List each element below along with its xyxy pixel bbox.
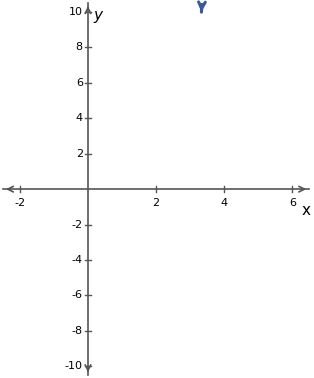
Text: 2: 2 bbox=[153, 198, 160, 208]
Text: -2: -2 bbox=[72, 220, 83, 229]
Text: -6: -6 bbox=[72, 290, 83, 301]
Text: -8: -8 bbox=[72, 326, 83, 336]
Text: 6: 6 bbox=[289, 198, 296, 208]
Text: 4: 4 bbox=[76, 113, 83, 123]
Text: y: y bbox=[93, 8, 102, 23]
Text: -4: -4 bbox=[72, 255, 83, 265]
Text: 4: 4 bbox=[221, 198, 228, 208]
Text: 2: 2 bbox=[76, 149, 83, 159]
Text: -10: -10 bbox=[65, 361, 83, 371]
Text: 8: 8 bbox=[76, 42, 83, 53]
Text: 10: 10 bbox=[69, 7, 83, 17]
Text: 6: 6 bbox=[76, 78, 83, 88]
Text: x: x bbox=[301, 203, 311, 218]
Text: -2: -2 bbox=[14, 198, 25, 208]
